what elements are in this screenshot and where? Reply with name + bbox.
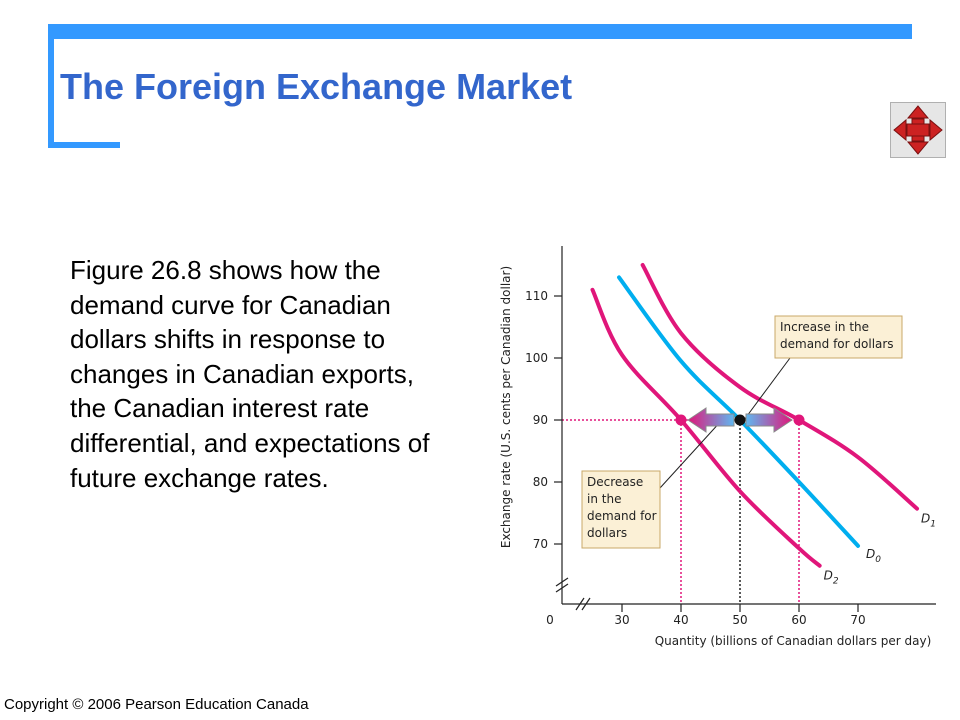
annotation-leader-D2 <box>659 419 723 489</box>
slide-title: The Foreign Exchange Market <box>60 66 573 107</box>
annotation-text-D2: in the <box>587 492 621 506</box>
x-axis-title: Quantity (billions of Canadian dollars p… <box>655 634 932 648</box>
y-tick-label-100: 100 <box>525 351 548 365</box>
title-bracket-vertical <box>48 24 54 148</box>
point-50-90 <box>734 414 746 426</box>
annotation-text-D2: demand for <box>587 509 657 523</box>
annotation-text-D1: demand for dollars <box>780 337 894 351</box>
y-tick-label-110: 110 <box>525 289 548 303</box>
point-60-90 <box>793 414 805 426</box>
increase-shift-arrow <box>745 407 793 433</box>
y-tick-label-70: 70 <box>533 537 548 551</box>
x-axis-break <box>581 597 591 611</box>
x-tick-label-0: 0 <box>546 613 554 627</box>
navigation-button[interactable] <box>890 102 946 158</box>
demand-shift-chart: D1 D0 D2 Increase in the demand for dollars… <box>499 246 936 648</box>
y-tick-label-90: 90 <box>533 413 548 427</box>
title-bracket-horizontal <box>48 142 120 148</box>
curve-D1 <box>640 263 919 511</box>
y-axis-break <box>555 577 569 587</box>
x-tick-label-40: 40 <box>673 613 688 627</box>
y-tick-label-80: 80 <box>533 475 548 489</box>
annotation-text-D2: dollars <box>587 526 627 540</box>
x-tick-label-70: 70 <box>850 613 865 627</box>
x-tick-label-50: 50 <box>732 613 747 627</box>
copyright-text: Copyright © 2006 Pearson Education Canad… <box>4 696 309 713</box>
curve-label-D1: D1 <box>921 512 936 530</box>
x-tick-label-60: 60 <box>791 613 806 627</box>
point-40-90 <box>675 414 687 426</box>
decrease-shift-arrow <box>687 407 735 433</box>
curve-label-D2: D2 <box>824 569 839 587</box>
annotation-leader-D1 <box>743 357 791 421</box>
curve-label-D0: D0 <box>866 547 881 565</box>
curve-D2 <box>590 287 822 568</box>
y-axis-title: Exchange rate (U.S. cents per Canadian d… <box>499 266 513 548</box>
annotation-text-D2: Decrease <box>587 475 643 489</box>
annotation-box-D1 <box>774 315 903 359</box>
body-text: Figure 26.8 shows how the demand curve f… <box>70 255 430 493</box>
header-accent-bar <box>48 24 912 39</box>
y-axis-break <box>555 583 569 593</box>
annotation-box-D2 <box>581 470 661 549</box>
four-way-arrows-icon <box>893 105 943 155</box>
x-axis-break <box>575 597 585 611</box>
annotation-text-D1: Increase in the <box>780 320 869 334</box>
x-tick-label-30: 30 <box>614 613 629 627</box>
